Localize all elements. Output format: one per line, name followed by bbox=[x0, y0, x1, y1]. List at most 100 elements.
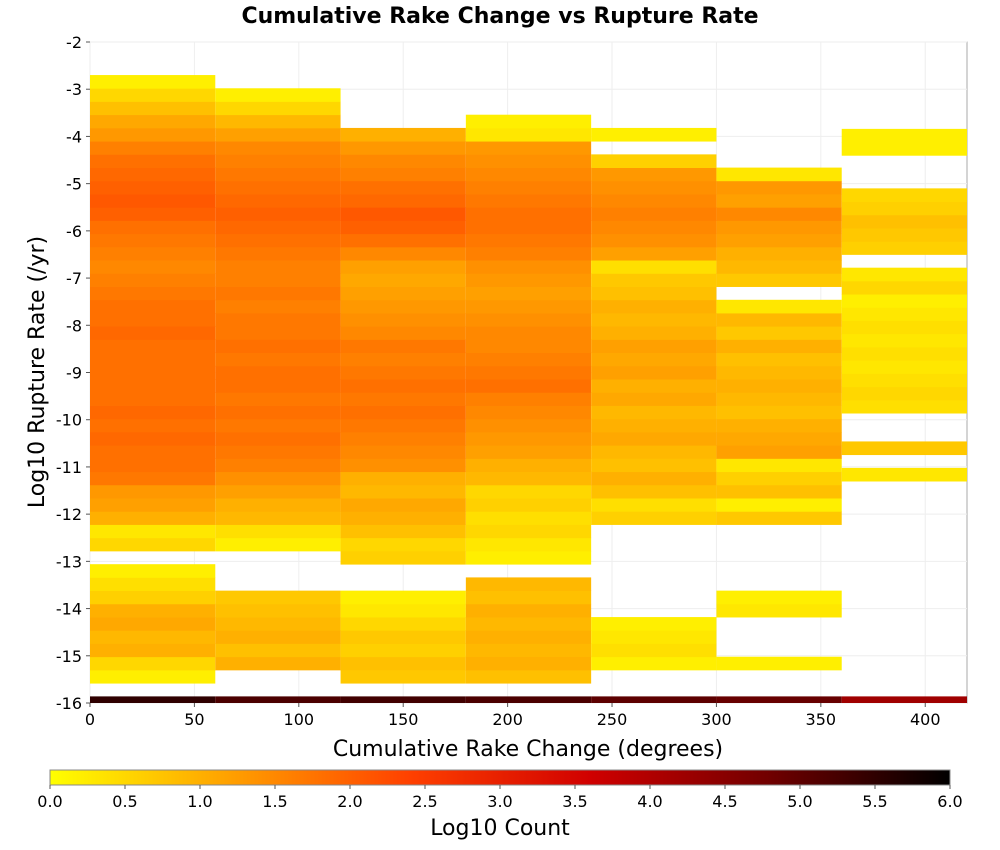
heatmap-cell bbox=[716, 656, 842, 671]
colorbar-tick-label: 0.0 bbox=[37, 792, 62, 811]
heatmap-cell bbox=[591, 365, 717, 380]
heatmap-cell bbox=[716, 458, 842, 473]
x-tick-label: 50 bbox=[184, 710, 204, 729]
heatmap-cell bbox=[716, 313, 842, 327]
heatmap-cell bbox=[90, 365, 216, 380]
heatmap-cell bbox=[716, 167, 842, 182]
heatmap-cell bbox=[90, 180, 216, 195]
heatmap-cell bbox=[716, 418, 842, 433]
heatmap-cell bbox=[465, 299, 592, 314]
heatmap-cell bbox=[90, 524, 216, 539]
heatmap-cell bbox=[90, 154, 216, 168]
heatmap-cell bbox=[841, 386, 967, 401]
x-tick-label: 100 bbox=[284, 710, 315, 729]
heatmap-cell bbox=[465, 577, 592, 592]
heatmap-cell bbox=[591, 696, 717, 703]
heatmap-cell bbox=[90, 167, 216, 182]
heatmap-cell bbox=[215, 220, 341, 235]
heatmap-cell bbox=[841, 307, 967, 321]
heatmap-cell bbox=[591, 405, 717, 420]
heatmap-cell bbox=[90, 260, 216, 274]
heatmap-cell bbox=[340, 590, 466, 605]
heatmap-cell bbox=[215, 431, 341, 446]
heatmap-cell bbox=[465, 498, 592, 512]
heatmap-cell bbox=[841, 201, 967, 216]
heatmap-cell bbox=[591, 445, 717, 459]
heatmap-cell bbox=[716, 299, 842, 314]
heatmap-cell bbox=[215, 590, 341, 605]
x-tick-label: 200 bbox=[492, 710, 523, 729]
heatmap-cell bbox=[340, 392, 466, 406]
heatmap-cell bbox=[90, 233, 216, 248]
heatmap-cell bbox=[716, 326, 842, 340]
heatmap-cell bbox=[465, 194, 592, 208]
heatmap-cell bbox=[215, 313, 341, 327]
heatmap-cell bbox=[591, 630, 717, 644]
heatmap-cell bbox=[340, 246, 466, 261]
heatmap-cell bbox=[90, 392, 216, 406]
heatmap-cell bbox=[90, 577, 216, 592]
heatmap-cell bbox=[465, 471, 592, 486]
heatmap-cell bbox=[90, 379, 216, 393]
y-tick-label: -10 bbox=[56, 411, 82, 430]
heatmap-cell bbox=[215, 101, 341, 116]
heatmap-cell bbox=[465, 379, 592, 393]
heatmap-cell bbox=[591, 180, 717, 195]
heatmap-cell bbox=[465, 207, 592, 221]
heatmap-cell bbox=[465, 392, 592, 406]
heatmap-cell bbox=[340, 458, 466, 473]
heatmap-cell bbox=[340, 260, 466, 274]
heatmap-cell bbox=[90, 511, 216, 525]
heatmap-cell bbox=[215, 299, 341, 314]
y-tick-label: -5 bbox=[66, 175, 82, 194]
heatmap-cell bbox=[591, 233, 717, 248]
heatmap-cell bbox=[215, 537, 341, 552]
heatmap-cell bbox=[90, 458, 216, 473]
heatmap-cell bbox=[215, 643, 341, 658]
y-tick-label: -8 bbox=[66, 316, 82, 335]
colorbar-ticks: 0.0 0.5 1.0 1.5 2.0 2.5 3.0 3.5 4.0 4.5 5.0 5.5 6.0 bbox=[37, 785, 963, 811]
heatmap-cell bbox=[465, 180, 592, 195]
heatmap-cell bbox=[465, 260, 592, 274]
heatmap-cell bbox=[841, 241, 967, 255]
heatmap-cell bbox=[591, 431, 717, 446]
heatmap-cell bbox=[716, 392, 842, 406]
colorbar-tick-label: 3.5 bbox=[562, 792, 587, 811]
heatmap-cell bbox=[591, 484, 717, 499]
heatmap-cell bbox=[340, 630, 466, 644]
heatmap-cell bbox=[591, 326, 717, 340]
heatmap-cell bbox=[465, 273, 592, 287]
x-tick-label: 300 bbox=[701, 710, 732, 729]
heatmap-cell bbox=[90, 326, 216, 340]
heatmap-cell bbox=[716, 233, 842, 248]
y-tick-label: -14 bbox=[56, 600, 82, 619]
heatmap-cell bbox=[591, 313, 717, 327]
heatmap-cell bbox=[716, 207, 842, 221]
heatmap-cell bbox=[841, 467, 967, 482]
heatmap-cell bbox=[340, 313, 466, 327]
heatmap-cell bbox=[215, 246, 341, 261]
heatmap-cell bbox=[716, 273, 842, 287]
heatmap-cell bbox=[215, 114, 341, 129]
heatmap-cell bbox=[716, 445, 842, 459]
heatmap-cell bbox=[591, 511, 717, 525]
heatmap-cell bbox=[591, 167, 717, 182]
heatmap-cell bbox=[716, 498, 842, 512]
heatmap-cell bbox=[340, 656, 466, 671]
heatmap-cell bbox=[716, 379, 842, 393]
heatmap-cell bbox=[465, 669, 592, 684]
heatmap-cell bbox=[465, 431, 592, 446]
heatmap-cell bbox=[90, 339, 216, 354]
heatmap-cell bbox=[465, 524, 592, 539]
heatmap-cell bbox=[90, 273, 216, 287]
heatmap-cell bbox=[340, 537, 466, 552]
heatmap-cell bbox=[340, 511, 466, 525]
heatmap-cell bbox=[340, 405, 466, 420]
heatmap-cell bbox=[215, 617, 341, 631]
heatmap-cell bbox=[591, 246, 717, 261]
heatmap-cell bbox=[90, 498, 216, 512]
x-tick-label: 250 bbox=[597, 710, 628, 729]
heatmap-cell bbox=[215, 511, 341, 525]
heatmap-cell bbox=[716, 180, 842, 195]
heatmap-cell bbox=[465, 630, 592, 644]
